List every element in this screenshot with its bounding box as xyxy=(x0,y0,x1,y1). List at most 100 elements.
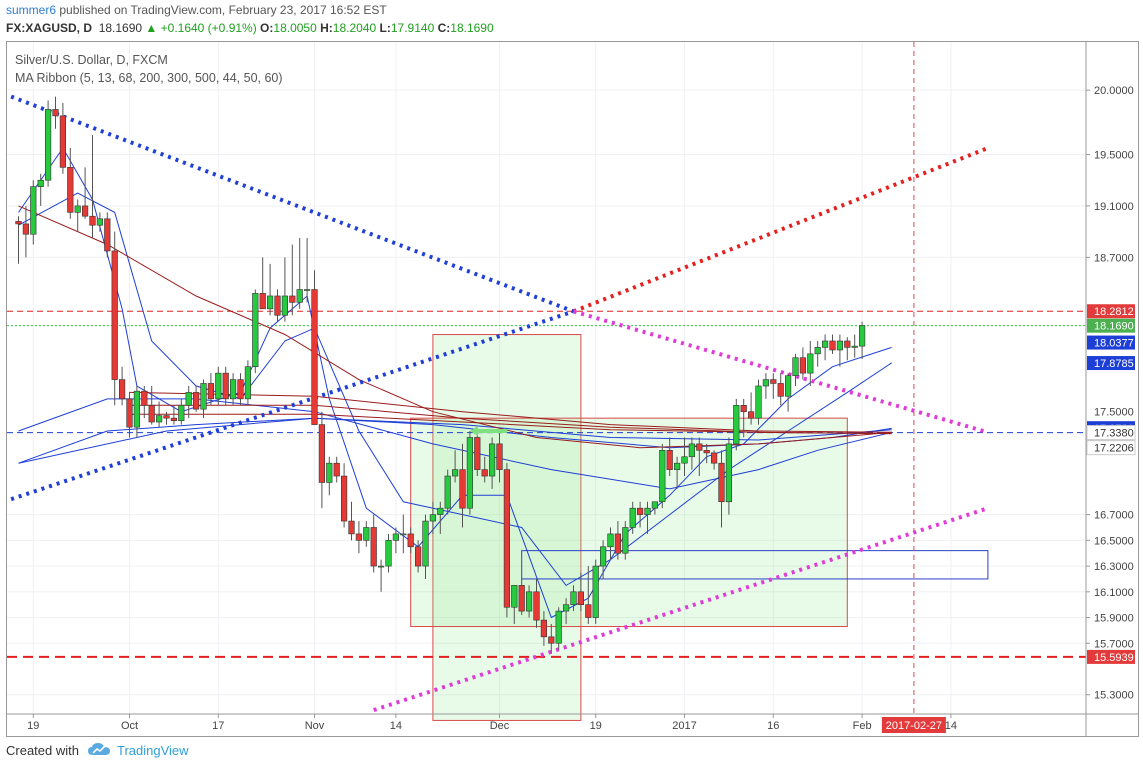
price-label: 18.2812 xyxy=(1087,304,1135,319)
candle xyxy=(178,398,185,425)
candle xyxy=(562,598,570,624)
candle xyxy=(814,340,821,367)
price-label-bg xyxy=(1087,335,1135,350)
publisher-username[interactable]: summer6 xyxy=(6,3,57,17)
candle-body xyxy=(207,383,215,400)
candle-body xyxy=(437,507,444,515)
candle-body xyxy=(466,437,474,509)
date-label: 2017-02-27 xyxy=(881,717,946,733)
candle-body xyxy=(725,443,732,503)
price-chart[interactable]: 20.0000 19.5000 19.1000 18.7000 16.7000 16.50… xyxy=(7,42,1138,736)
candle-body xyxy=(52,109,59,117)
candle-body xyxy=(67,167,74,213)
candle-body xyxy=(230,379,237,400)
candle-body xyxy=(422,520,429,567)
candle xyxy=(74,199,81,232)
low-value: 17.9140 xyxy=(390,21,435,35)
candle xyxy=(570,585,577,612)
price-label-bg xyxy=(1087,304,1135,319)
candle xyxy=(370,514,377,573)
candle-body xyxy=(451,469,459,477)
candle-body xyxy=(414,546,422,567)
arrow-drawing xyxy=(469,426,507,437)
candle xyxy=(119,366,126,406)
candle xyxy=(770,373,777,399)
candle xyxy=(400,514,407,554)
candle xyxy=(755,379,762,425)
chart-frame[interactable]: 20.0000 19.5000 19.1000 18.7000 16.7000 16.50… xyxy=(6,41,1139,737)
candle-body xyxy=(688,443,695,458)
candle xyxy=(799,347,806,380)
price-label-text: 15.5939 xyxy=(1094,652,1134,664)
drawing-rectangle-2 xyxy=(521,550,989,580)
candle xyxy=(141,386,148,419)
time-tick-label: 2017 xyxy=(672,720,696,732)
candles xyxy=(15,96,866,654)
date-label-text: 2017-02-27 xyxy=(886,720,942,732)
candle-body xyxy=(37,179,44,187)
candle-body xyxy=(96,218,103,226)
candle xyxy=(474,431,481,477)
candle-body xyxy=(733,404,740,445)
candle-body xyxy=(540,619,547,638)
tradingview-brand[interactable]: TradingView xyxy=(116,743,189,758)
candle xyxy=(185,386,192,419)
publisher-text: published on TradingView.com, February 2… xyxy=(59,3,387,17)
price-label-bg xyxy=(1087,356,1135,371)
candle xyxy=(274,289,281,322)
price-label-bg xyxy=(1087,318,1135,333)
candle xyxy=(666,437,673,477)
candle-body xyxy=(703,450,710,454)
candle xyxy=(496,431,503,483)
candle xyxy=(363,521,370,547)
trend-line-4 xyxy=(373,506,989,713)
candle xyxy=(67,148,74,219)
candle-body xyxy=(274,295,281,316)
candle xyxy=(156,401,163,428)
price-tick-label: 16.5000 xyxy=(1094,535,1134,547)
candle-body xyxy=(30,186,37,235)
candle xyxy=(629,501,636,534)
candle-body xyxy=(89,215,96,226)
candle xyxy=(488,437,496,489)
candle-body xyxy=(792,357,799,377)
candle xyxy=(281,257,289,322)
candle xyxy=(355,521,363,554)
candle-body xyxy=(525,591,533,612)
price-label-bg xyxy=(1086,425,1136,441)
candle-body xyxy=(592,565,599,618)
time-tick-label: Feb xyxy=(853,720,872,732)
candle-body xyxy=(340,475,348,522)
candle xyxy=(511,585,518,624)
ma-line-ma-500 xyxy=(129,413,892,435)
candle xyxy=(599,540,607,579)
legend-indicator[interactable]: MA Ribbon (5, 13, 68, 200, 300, 500, 44,… xyxy=(15,71,283,85)
time-tick-label: 17 xyxy=(212,720,224,732)
candle-body xyxy=(755,385,762,419)
candle xyxy=(82,167,89,219)
candle xyxy=(133,386,140,438)
candle xyxy=(259,257,266,310)
candle xyxy=(466,431,474,515)
candle-body xyxy=(629,507,636,528)
candle xyxy=(392,527,400,554)
candle-body xyxy=(710,452,718,464)
candle-body xyxy=(311,289,318,425)
price-tick-label: 20.0000 xyxy=(1094,85,1134,97)
candle xyxy=(518,578,525,615)
candle-body xyxy=(696,443,703,451)
last-price: 18.1690 xyxy=(98,21,143,35)
candle xyxy=(296,238,303,309)
candle-body xyxy=(303,289,311,291)
open-label: O: xyxy=(260,21,274,35)
price-tick-label: 16.7000 xyxy=(1094,510,1134,522)
candle-body xyxy=(747,411,755,419)
candle-body xyxy=(15,221,22,225)
candle xyxy=(303,238,311,303)
candle-body xyxy=(599,546,607,567)
price-axis: 20.0000 19.5000 19.1000 18.7000 16.7000 16.50… xyxy=(1085,42,1136,736)
candle xyxy=(340,463,348,528)
candle-body xyxy=(651,501,658,509)
candle xyxy=(311,270,318,425)
candle-body xyxy=(363,527,370,541)
